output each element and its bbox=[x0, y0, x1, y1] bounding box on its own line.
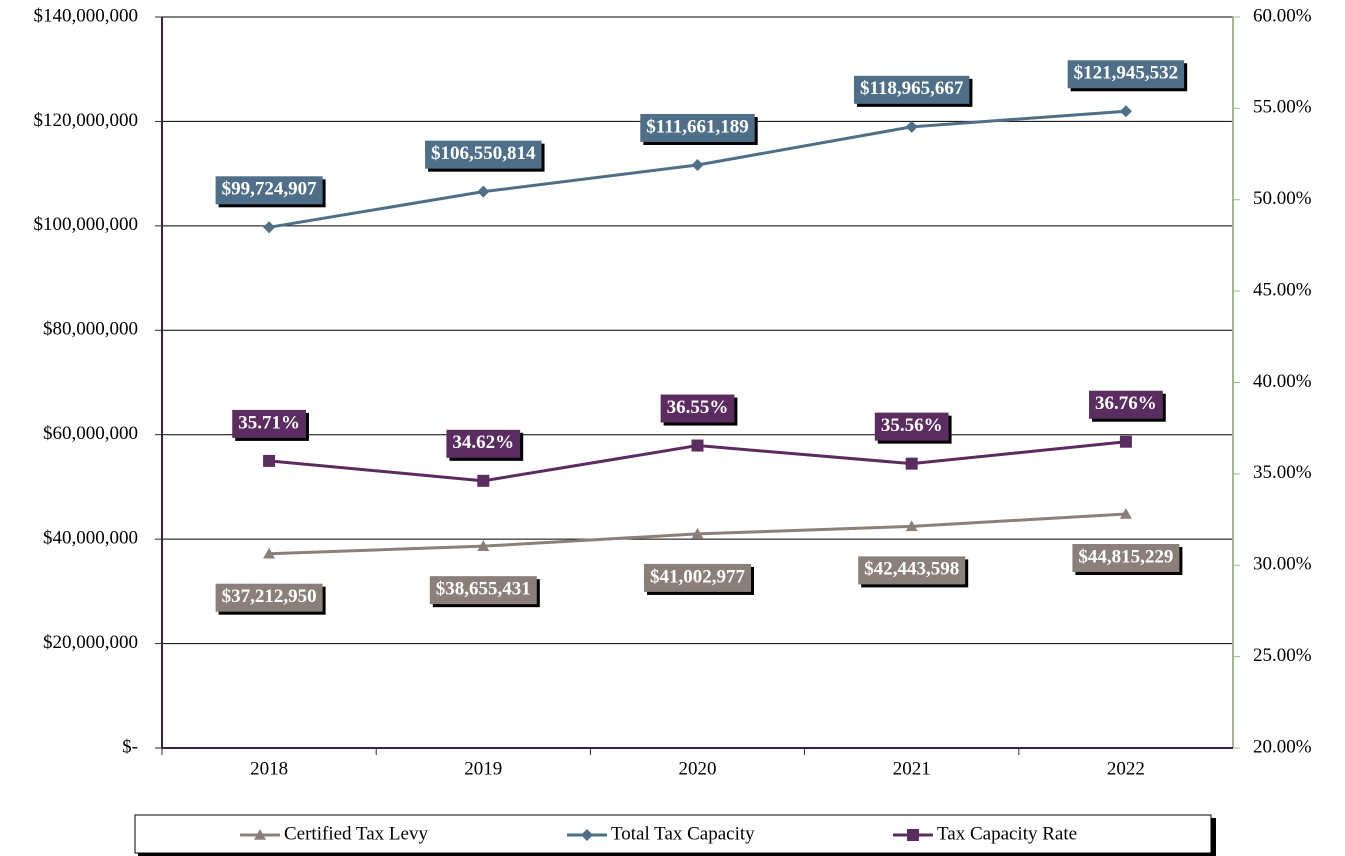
marker bbox=[477, 540, 490, 551]
marker bbox=[254, 829, 266, 840]
data-label: $41,002,977 bbox=[650, 566, 746, 587]
y2-tick-label: 60.00% bbox=[1253, 5, 1312, 26]
legend-label: Tax Capacity Rate bbox=[937, 823, 1077, 844]
data-label: $121,945,532 bbox=[1074, 63, 1179, 84]
marker bbox=[263, 454, 276, 467]
x-tick-label: 2020 bbox=[679, 758, 717, 779]
y-tick-label: $120,000,000 bbox=[34, 110, 139, 131]
y-tick-label: $140,000,000 bbox=[34, 5, 139, 26]
y2-tick-label: 25.00% bbox=[1253, 645, 1312, 666]
marker bbox=[1119, 508, 1132, 519]
marker bbox=[1119, 435, 1132, 448]
marker bbox=[905, 457, 918, 470]
data-label-box bbox=[640, 113, 755, 142]
legend-label: Certified Tax Levy bbox=[284, 823, 428, 844]
data-label-box bbox=[215, 176, 323, 205]
y2-tick-label: 30.00% bbox=[1253, 554, 1312, 575]
y2-tick-label: 50.00% bbox=[1253, 188, 1312, 209]
data-label-box bbox=[1072, 544, 1180, 573]
legend-label: Total Tax Capacity bbox=[611, 823, 755, 844]
marker bbox=[907, 829, 919, 841]
data-label-box bbox=[429, 576, 537, 605]
data-label-box bbox=[1067, 60, 1185, 89]
data-label-box bbox=[853, 75, 970, 104]
data-label: $38,655,431 bbox=[436, 579, 531, 600]
data-label-box bbox=[858, 556, 966, 585]
data-label-box bbox=[644, 563, 751, 592]
data-label: $118,965,667 bbox=[860, 78, 964, 99]
y-tick-label: $40,000,000 bbox=[43, 528, 138, 549]
marker bbox=[1119, 105, 1132, 118]
data-label: 35.71% bbox=[238, 412, 300, 433]
data-label: $37,212,950 bbox=[222, 586, 317, 607]
y2-tick-label: 45.00% bbox=[1253, 279, 1312, 300]
data-label: $42,443,598 bbox=[864, 559, 959, 580]
y-tick-label: $60,000,000 bbox=[43, 423, 138, 444]
y-tick-label: $20,000,000 bbox=[43, 632, 138, 653]
y2-tick-label: 35.00% bbox=[1253, 462, 1312, 483]
y-tick-label: $- bbox=[122, 736, 138, 757]
marker bbox=[691, 439, 704, 452]
data-label: $111,661,189 bbox=[646, 116, 748, 137]
data-label: $44,815,229 bbox=[1078, 546, 1173, 567]
marker bbox=[477, 474, 490, 487]
data-label-box bbox=[232, 409, 306, 438]
marker bbox=[691, 158, 704, 171]
x-tick-label: 2022 bbox=[1107, 758, 1145, 779]
x-tick-label: 2019 bbox=[464, 758, 502, 779]
y2-tick-label: 55.00% bbox=[1253, 97, 1312, 118]
data-label: $106,550,814 bbox=[431, 143, 536, 164]
data-label-box bbox=[874, 412, 949, 441]
marker bbox=[905, 120, 918, 133]
marker bbox=[581, 829, 593, 841]
marker bbox=[263, 221, 276, 234]
data-label: 35.56% bbox=[881, 415, 943, 436]
marker bbox=[691, 527, 704, 539]
data-label: $99,724,907 bbox=[222, 179, 318, 200]
data-label-box bbox=[425, 140, 542, 169]
data-label: 34.62% bbox=[452, 432, 514, 453]
marker bbox=[477, 185, 490, 198]
data-label-box bbox=[1089, 390, 1163, 419]
x-tick-label: 2021 bbox=[893, 758, 931, 779]
marker bbox=[263, 547, 276, 559]
marker bbox=[905, 520, 918, 532]
data-label: 36.55% bbox=[667, 397, 729, 418]
data-label-box bbox=[660, 394, 735, 423]
y-tick-label: $100,000,000 bbox=[34, 214, 139, 235]
data-label-box bbox=[215, 583, 323, 612]
legend-box bbox=[134, 814, 1212, 854]
data-label-box bbox=[446, 429, 521, 458]
y-tick-label: $80,000,000 bbox=[43, 319, 138, 340]
y2-tick-label: 40.00% bbox=[1253, 371, 1312, 392]
y2-tick-label: 20.00% bbox=[1253, 736, 1312, 757]
x-tick-label: 2018 bbox=[250, 758, 288, 779]
data-label: 36.76% bbox=[1095, 393, 1157, 414]
